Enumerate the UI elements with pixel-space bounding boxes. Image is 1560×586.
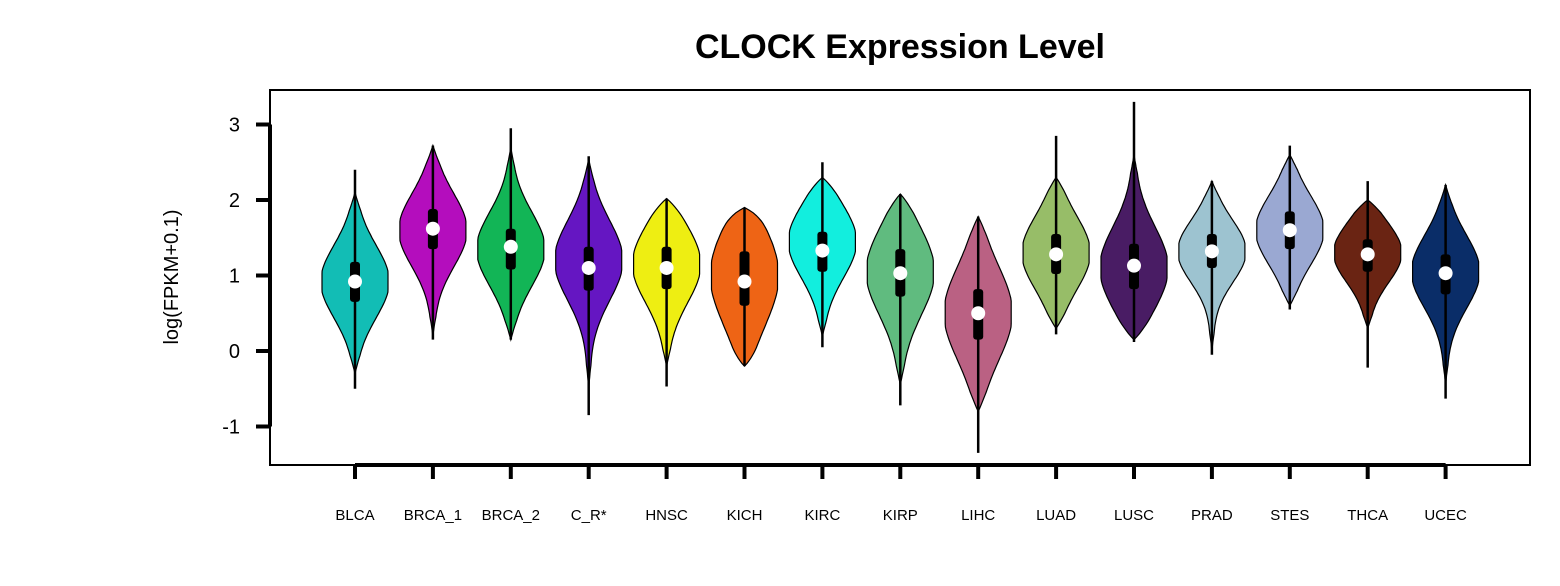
violin-group — [1178, 179, 1246, 355]
median-point — [503, 239, 518, 254]
y-tick-label: 1 — [229, 266, 240, 288]
x-tick-label: BLCA — [335, 507, 374, 524]
median-point — [1127, 258, 1141, 273]
median-point — [1282, 223, 1297, 238]
violin-group — [710, 206, 779, 367]
y-tick-label: 0 — [229, 341, 240, 363]
median-point — [971, 306, 986, 321]
x-tick-label: HNSC — [645, 507, 688, 524]
violin-group — [477, 128, 545, 342]
violin-group — [944, 215, 1012, 453]
median-point — [1360, 247, 1375, 262]
x-tick-label: STES — [1270, 507, 1309, 524]
median-point — [659, 260, 674, 275]
median-point — [815, 243, 830, 258]
violin-group — [788, 162, 856, 348]
y-tick-label: 2 — [229, 190, 240, 212]
violin-group — [1256, 145, 1324, 310]
y-tick-label: 3 — [229, 115, 240, 137]
violin-group — [1334, 181, 1402, 368]
y-tick-label: -1 — [222, 417, 240, 439]
median-point — [893, 266, 908, 281]
x-tick-label: LIHC — [961, 507, 995, 524]
x-tick-label: LUSC — [1114, 507, 1154, 524]
violins — [321, 101, 1480, 453]
median-point — [348, 274, 362, 289]
x-tick-label: KICH — [727, 507, 763, 524]
median-point — [581, 260, 596, 275]
median-point — [1049, 247, 1064, 262]
chart-title: CLOCK Expression Level — [695, 28, 1105, 66]
violin-group — [399, 143, 467, 340]
violin-group — [633, 197, 701, 387]
x-tick-label: C_R* — [571, 507, 607, 524]
x-tick-label: UCEC — [1424, 507, 1467, 524]
x-tick-label: BRCA_2 — [482, 507, 540, 524]
violin-group — [555, 156, 623, 416]
violin-group — [1100, 101, 1168, 342]
y-axis-label: log(FPKM+0.1) — [161, 209, 183, 344]
median-point — [1438, 266, 1453, 281]
x-tick-label: BRCA_1 — [404, 507, 462, 524]
violin-group — [1412, 182, 1480, 399]
violin-group — [321, 169, 389, 389]
y-axis: -1 0 1 2 3 — [222, 115, 272, 439]
x-tick-label: PRAD — [1191, 507, 1233, 524]
x-tick-label: KIRC — [804, 507, 840, 524]
x-tick-label: KIRP — [883, 507, 918, 524]
violin-group — [866, 193, 934, 406]
x-tick-label: LUAD — [1036, 507, 1076, 524]
median-point — [1204, 244, 1219, 259]
median-point — [425, 221, 440, 236]
x-tick-label: THCA — [1347, 507, 1388, 524]
violin-group — [1022, 135, 1090, 335]
x-axis: BLCA BRCA_1 BRCA_2 C_R* HNSC KICH KIRC KIRP LIHC… — [335, 463, 1467, 524]
median-point — [737, 274, 752, 289]
